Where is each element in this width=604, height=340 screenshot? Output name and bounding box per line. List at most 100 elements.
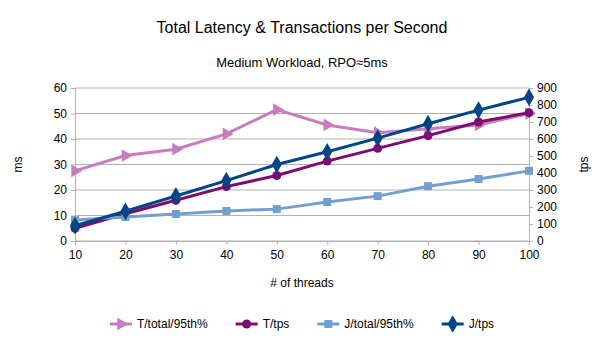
tick-mark xyxy=(529,88,533,89)
grid-line xyxy=(75,88,529,89)
tick-label: 60 xyxy=(54,81,68,95)
marker xyxy=(120,202,130,220)
marker xyxy=(273,205,281,213)
tick-mark xyxy=(378,241,379,245)
marker xyxy=(71,165,82,178)
tick-mark xyxy=(71,88,75,89)
marker xyxy=(272,156,282,174)
tick: 900 xyxy=(529,81,557,95)
tick-mark xyxy=(277,241,278,245)
grid-line xyxy=(75,190,529,191)
tick: 60 xyxy=(54,81,75,95)
legend-label: T/total/95th% xyxy=(137,317,208,331)
tick-mark xyxy=(529,241,533,242)
marker xyxy=(473,101,483,119)
marker xyxy=(70,217,80,235)
legend-label: J/tps xyxy=(469,317,494,331)
tick: 40 xyxy=(220,241,234,262)
marker xyxy=(172,210,180,218)
tick: 0 xyxy=(529,234,544,248)
tick-label: 50 xyxy=(54,107,68,121)
tick-mark xyxy=(71,139,75,140)
tick-label: 10 xyxy=(69,248,83,262)
tick-mark xyxy=(176,241,177,245)
tick-label: 0 xyxy=(537,234,544,248)
tick-mark xyxy=(529,105,533,106)
tick: 60 xyxy=(321,241,335,262)
tick-mark xyxy=(479,241,480,245)
chart: Total Latency & Transactions per Second M… xyxy=(0,0,604,340)
tick-mark xyxy=(125,241,126,245)
tick-label: 10 xyxy=(54,209,68,223)
tick-label: 80 xyxy=(422,248,436,262)
tick-mark xyxy=(529,207,533,208)
marker xyxy=(525,167,533,175)
subtitle: Medium Workload, RPO≈5ms xyxy=(216,55,388,70)
tick-mark xyxy=(529,122,533,123)
tick: 20 xyxy=(54,183,75,197)
tick-label: 900 xyxy=(537,81,557,95)
series xyxy=(71,167,533,224)
tick: 700 xyxy=(529,115,557,129)
marker xyxy=(273,103,284,116)
tick: 30 xyxy=(170,241,184,262)
tick-mark xyxy=(226,241,227,245)
y-axis-title: ms xyxy=(11,157,25,173)
x-axis-title: # of threads xyxy=(270,276,333,290)
tick: 80 xyxy=(422,241,436,262)
tick: 50 xyxy=(271,241,285,262)
legend-symbol xyxy=(242,319,251,328)
x-axis: 102030405060708090100 xyxy=(69,241,540,262)
tick-label: 40 xyxy=(220,248,234,262)
title: Total Latency & Transactions per Second xyxy=(157,19,448,36)
tick: 200 xyxy=(529,200,557,214)
y2-axis-title: tps xyxy=(577,156,591,172)
marker xyxy=(423,115,433,133)
marker xyxy=(322,143,332,161)
tick-mark xyxy=(71,190,75,191)
marker xyxy=(525,107,535,120)
marker xyxy=(524,108,533,117)
marker xyxy=(172,143,183,156)
marker xyxy=(171,187,181,205)
plot-area xyxy=(70,89,535,235)
tick-label: 300 xyxy=(537,183,557,197)
grid-line xyxy=(75,164,529,165)
marker xyxy=(424,182,432,190)
marker xyxy=(223,128,234,141)
tick-label: 50 xyxy=(271,248,285,262)
y2-axis: 0 100 200 300 400 500 600 700 800 900 xyxy=(529,81,557,248)
marker xyxy=(374,192,382,200)
marker xyxy=(475,175,483,183)
tick-mark xyxy=(529,156,533,157)
legend-item: T/total/95th% xyxy=(110,317,208,331)
marker xyxy=(221,172,231,190)
tick: 90 xyxy=(472,241,486,262)
line xyxy=(75,110,529,171)
tick-label: 90 xyxy=(472,248,486,262)
tick: 300 xyxy=(529,183,557,197)
legend-label: J/total/95th% xyxy=(344,317,414,331)
tick: 600 xyxy=(529,132,557,146)
series xyxy=(70,108,533,233)
grid-line xyxy=(75,139,529,140)
marker xyxy=(222,207,230,215)
tick: 0 xyxy=(60,234,75,248)
legend-symbol xyxy=(324,320,332,328)
tick: 800 xyxy=(529,98,557,112)
grid xyxy=(75,88,529,241)
marker xyxy=(122,149,133,162)
series xyxy=(70,89,534,235)
tick-label: 60 xyxy=(321,248,335,262)
legend-item: J/tps xyxy=(442,315,494,333)
line xyxy=(75,171,529,220)
legend-label: T/tps xyxy=(263,317,290,331)
tick: 400 xyxy=(529,166,557,180)
tick-label: 500 xyxy=(537,149,557,163)
tick-label: 20 xyxy=(119,248,133,262)
tick-label: 100 xyxy=(537,217,557,231)
tick: 50 xyxy=(54,107,75,121)
legend-item: T/tps xyxy=(236,317,290,331)
tick-mark xyxy=(327,241,328,245)
marker xyxy=(324,119,335,132)
